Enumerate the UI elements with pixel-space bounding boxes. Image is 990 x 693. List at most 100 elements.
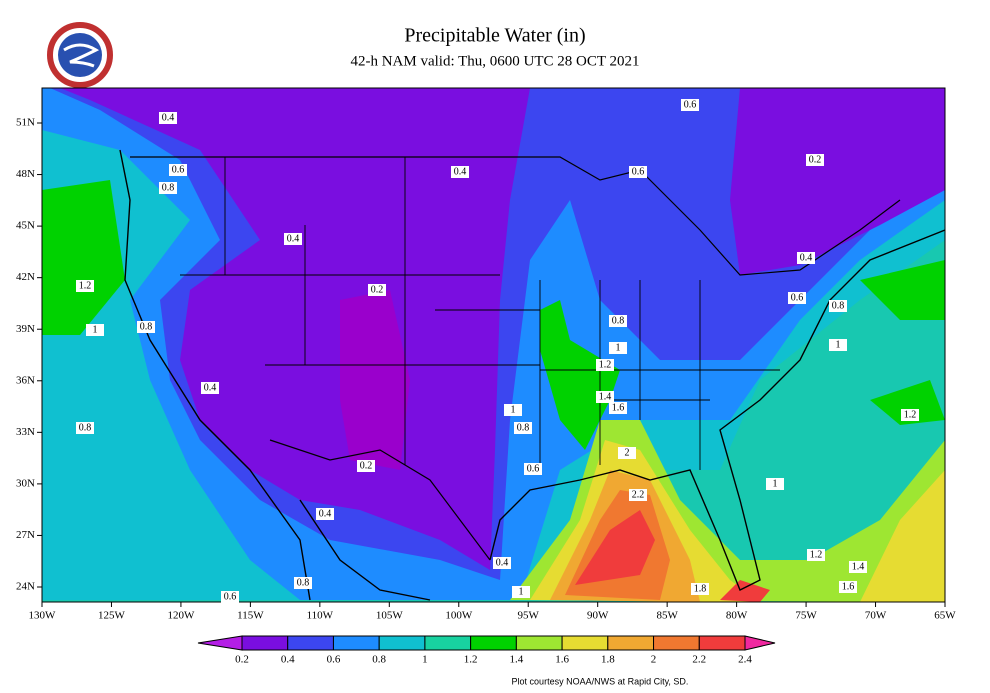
map (42, 88, 945, 602)
band-02-ne (730, 88, 945, 275)
contour-label: 0.8 (517, 422, 530, 433)
lon-label: 110W (307, 610, 334, 622)
contour-label: 0.6 (632, 166, 645, 177)
contour-label: 1.2 (599, 359, 612, 370)
contour-label-bg (609, 342, 627, 354)
lat-label: 27N (16, 529, 35, 541)
contour-label-bg (629, 489, 647, 501)
lat-label: 36N (16, 374, 35, 386)
contour-label-bg (514, 422, 532, 434)
colorbar-bin (515, 635, 563, 651)
contour-label: 1 (836, 339, 841, 350)
lon-label: 115W (237, 610, 264, 622)
contour-label-bg (86, 324, 104, 336)
lon-label: 70W (865, 610, 887, 622)
colorbar-label: 0.6 (327, 654, 341, 666)
contour-label-bg (357, 460, 375, 472)
lat-label: 30N (16, 477, 35, 489)
contour-label: 0.6 (172, 164, 185, 175)
contour-label: 1 (773, 478, 778, 489)
contour-label-bg (788, 292, 806, 304)
contour-label: 0.6 (527, 463, 540, 474)
colorbar-label: 2.2 (692, 654, 706, 666)
contour-label: 0.4 (162, 112, 175, 123)
contour-label: 1.2 (810, 549, 823, 560)
contour-label-bg (596, 359, 614, 371)
colorbar-label: 1.6 (555, 654, 569, 666)
contour-label-bg (766, 478, 784, 490)
lon-label: 95W (518, 610, 540, 622)
contour-label-bg (681, 99, 699, 111)
contour-label: 0.8 (162, 182, 175, 193)
lon-label: 100W (445, 610, 473, 622)
contour-label-bg (629, 166, 647, 178)
colorbar-bin (470, 635, 517, 651)
contour-label: 0.4 (204, 382, 217, 393)
border (130, 156, 901, 561)
band-22 (575, 510, 770, 602)
lat-label: 48N (16, 168, 35, 180)
contour-label-bg (504, 404, 522, 416)
credit: Plot courtesy NOAA/NWS at Rapid City, SD… (512, 676, 689, 686)
subtitle: 42-h NAM valid: Thu, 0600 UTC 28 OCT 202… (350, 53, 639, 69)
colorbar-label: 2.4 (738, 654, 752, 666)
contour-label-bg (512, 586, 530, 598)
contour-label: 1 (519, 586, 524, 597)
contour-label: 2.2 (632, 489, 645, 500)
band-02 (60, 88, 530, 570)
colorbar-bin (698, 635, 746, 651)
lat-label: 42N (16, 271, 35, 283)
contour-label-bg (294, 577, 312, 589)
lat-label: 39N (16, 323, 35, 335)
contour-label: 0.6 (791, 292, 804, 303)
contour-label: 2 (625, 447, 630, 458)
contour-label: 1.8 (694, 583, 707, 594)
lon-label: 65W (934, 610, 956, 622)
contour-label-bg (618, 447, 636, 459)
colorbar-bin (561, 635, 609, 651)
contour-label: 1 (616, 342, 621, 353)
contour-label-bg (797, 252, 815, 264)
colorbar-label: 1.2 (464, 654, 478, 666)
colorbar-label: 1 (422, 654, 428, 666)
contour-label-bg (829, 339, 847, 351)
contour-label-bg (807, 549, 825, 561)
title: Precipitable Water (in) (404, 25, 585, 47)
contour-label-bg (221, 591, 239, 603)
colorbar-label: 0.2 (235, 654, 249, 666)
contour-label: 0.4 (454, 166, 467, 177)
contour-label-bg (159, 182, 177, 194)
contour-label: 0.6 (224, 591, 237, 602)
contour-label: 0.8 (79, 422, 92, 433)
colorbar-bin (287, 635, 334, 651)
contour-label: 1.4 (852, 561, 865, 572)
colorbar-bin (332, 635, 380, 651)
state-lines (180, 157, 780, 470)
band-12 (42, 180, 125, 335)
contour-label: 0.8 (832, 300, 845, 311)
coastline (119, 149, 945, 601)
contour-label: 1.2 (79, 280, 92, 291)
contour-label: 0.8 (612, 315, 625, 326)
colorbar-bin (424, 635, 472, 651)
colorbar-label: 2 (651, 654, 657, 666)
lat-label: 51N (16, 117, 35, 129)
contour-label-bg (596, 391, 614, 403)
contour-label-bg (609, 315, 627, 327)
lon-label: 105W (376, 610, 404, 622)
lon-label: 90W (587, 610, 609, 622)
contour-label: 1.2 (904, 409, 917, 420)
contour-label: 1 (511, 404, 516, 415)
lon-label: 130W (29, 610, 57, 622)
contour-label: 0.8 (297, 577, 310, 588)
contour-label: 0.2 (360, 460, 373, 471)
band-12-atl (860, 260, 945, 425)
lon-label: 120W (167, 610, 195, 622)
lon-label: 80W (726, 610, 748, 622)
colorbar-cap (744, 635, 776, 651)
colorbar-label: 0.8 (372, 654, 386, 666)
contour-label: 1.6 (842, 581, 855, 592)
contour-label-bg (159, 112, 177, 124)
lat-label: 24N (16, 581, 35, 593)
